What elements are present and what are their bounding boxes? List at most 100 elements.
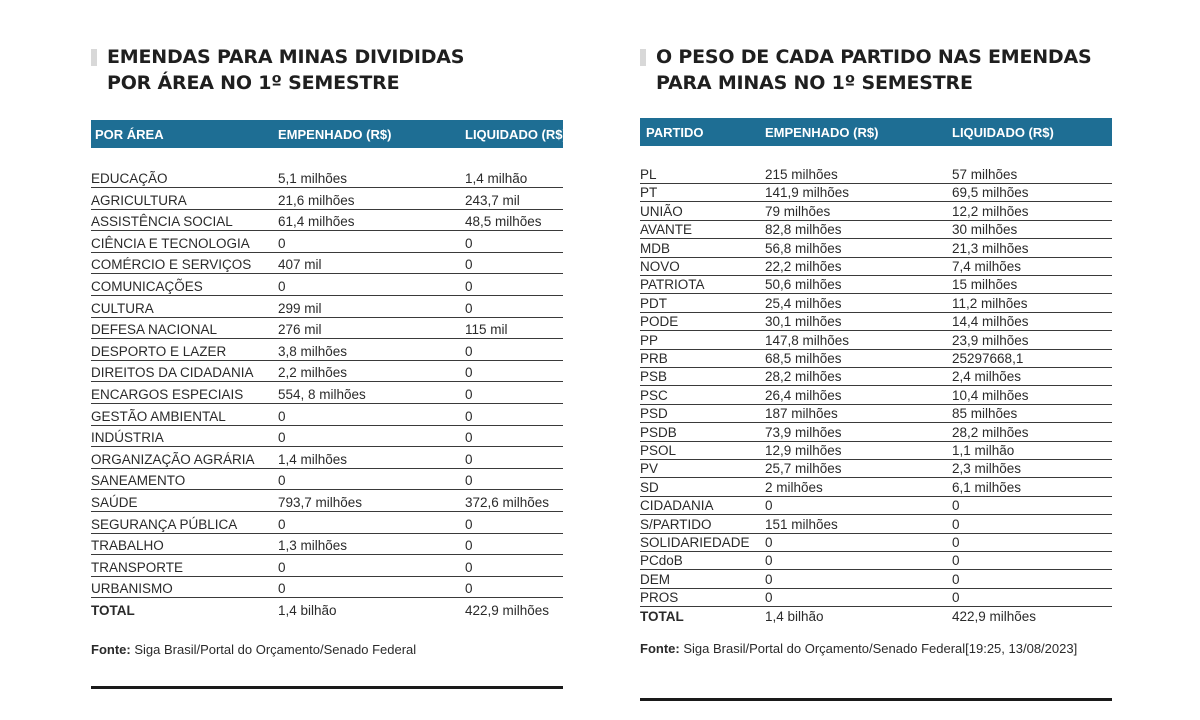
column-header: EMPENHADO (R$) <box>278 127 392 142</box>
bottom-rule <box>640 697 1112 701</box>
row-label: PATRIOTA <box>640 277 705 293</box>
row-value: 28,2 milhões <box>952 424 1029 440</box>
table-row: PRB 68,5 milhões 25297668,1 <box>640 349 1112 368</box>
row-value: 0 <box>278 473 286 489</box>
row-label: SD <box>640 479 659 495</box>
row-value: 28,2 milhões <box>765 369 842 385</box>
row-value: 243,7 mil <box>465 192 520 208</box>
area-panel-title: EMENDAS PARA MINAS DIVIDIDAS POR ÁREA NO… <box>91 44 563 100</box>
table-row: PSC 26,4 milhões 10,4 milhões <box>640 385 1112 405</box>
table-row: PSOL 12,9 milhões 1,1 milhão <box>640 441 1112 460</box>
row-label: DEM <box>640 571 670 587</box>
party-title-line2: PARA MINAS NO 1º SEMESTRE <box>656 72 973 94</box>
table-row: SD 2 milhões 6,1 milhões <box>640 477 1112 497</box>
table-row: PL 215 milhões 57 milhões <box>640 165 1112 184</box>
table-row: ENCARGOS ESPECIAIS 554, 8 milhões 0 <box>91 381 563 404</box>
row-label: URBANISMO <box>91 581 173 597</box>
row-value: 0 <box>952 571 960 587</box>
row-value: 372,6 milhões <box>465 494 550 510</box>
source-note: Fonte: Siga Brasil/Portal do Orçamento/S… <box>91 642 416 657</box>
row-value: 115 mil <box>465 322 508 338</box>
source-label: Fonte: <box>91 642 131 657</box>
row-value: 0 <box>465 386 473 402</box>
row-label: COMÉRCIO E SERVIÇOS <box>91 257 252 273</box>
row-label: PSB <box>640 369 668 385</box>
row-value: 0 <box>765 498 773 514</box>
row-label: SEGURANÇA PÚBLICA <box>91 516 238 532</box>
row-label: PV <box>640 461 659 477</box>
row-value: 79 milhões <box>765 203 831 219</box>
row-value: 0 <box>278 408 286 424</box>
row-value: 73,9 milhões <box>765 424 842 440</box>
party-panel-title: O PESO DE CADA PARTIDO NAS EMENDAS PARA … <box>640 44 1112 100</box>
column-header: POR ÁREA <box>95 127 164 142</box>
source-note: Fonte: Siga Brasil/Portal do Orçamento/S… <box>640 641 1077 656</box>
row-label: PROS <box>640 590 679 606</box>
row-value: 6,1 milhões <box>952 479 1022 495</box>
row-label: COMUNICAÇÕES <box>91 278 203 294</box>
row-label: PT <box>640 185 658 201</box>
row-value: 56,8 milhões <box>765 240 842 256</box>
total-label: TOTAL <box>640 608 684 624</box>
row-value: 147,8 milhões <box>765 332 850 348</box>
row-value: 2 milhões <box>765 479 823 495</box>
row-label: ORGANIZAÇÃO AGRÁRIA <box>91 451 255 467</box>
source-text: Siga Brasil/Portal do Orçamento/Senado F… <box>679 640 1078 656</box>
row-value: 0 <box>465 581 473 597</box>
table-row: URBANISMO 0 0 <box>91 576 563 599</box>
row-value: 0 <box>765 534 773 550</box>
row-label: PCdoB <box>640 553 683 569</box>
table-row: CULTURA 299 mil 0 <box>91 295 563 318</box>
table-row: PROS 0 0 <box>640 588 1112 608</box>
row-label: PODE <box>640 314 679 330</box>
row-value: 10,4 milhões <box>952 387 1029 403</box>
area-panel: EMENDAS PARA MINAS DIVIDIDAS POR ÁREA NO… <box>91 44 567 689</box>
row-value: 0 <box>278 278 286 294</box>
row-value: 12,2 milhões <box>952 203 1029 219</box>
row-value: 50,6 milhões <box>765 277 842 293</box>
table-row: PT 141,9 milhões 69,5 milhões <box>640 183 1112 203</box>
table-row: PODE 30,1 milhões 14,4 milhões <box>640 312 1112 332</box>
row-value: 21,3 milhões <box>952 240 1029 256</box>
table-row: ORGANIZAÇÃO AGRÁRIA 1,4 milhões 0 <box>91 446 563 469</box>
table-row: PV 25,7 milhões 2,3 milhões <box>640 459 1112 479</box>
row-value: 11,2 milhões <box>952 295 1028 311</box>
row-value: 141,9 milhões <box>765 185 850 201</box>
row-value: 1,1 milhão <box>952 442 1015 458</box>
row-label: PP <box>640 332 659 348</box>
table-row: DEFESA NACIONAL 276 mil 115 mil <box>91 317 563 340</box>
row-value: 0 <box>278 235 286 251</box>
row-label: MDB <box>640 240 670 256</box>
row-label: ASSISTÊNCIA SOCIAL <box>91 214 233 230</box>
row-label: GESTÃO AMBIENTAL <box>91 408 226 424</box>
row-value: 0 <box>465 430 473 446</box>
row-value: 0 <box>952 498 960 514</box>
title-accent-bar <box>640 49 646 66</box>
row-label: PSOL <box>640 442 677 458</box>
total-row: TOTAL 1,4 bilhão 422,9 milhões <box>640 606 1112 624</box>
table-row: DEM 0 0 <box>640 569 1112 589</box>
row-value: 0 <box>465 300 473 316</box>
table-row: DIREITOS DA CIDADANIA 2,2 milhões 0 <box>91 360 563 383</box>
row-value: 57 milhões <box>952 166 1018 182</box>
row-value: 2,4 milhões <box>952 369 1022 385</box>
row-value: 5,1 milhões <box>278 170 348 186</box>
row-value: 23,9 milhões <box>952 332 1029 348</box>
row-label: PRB <box>640 350 668 366</box>
row-label: DIREITOS DA CIDADANIA <box>91 365 254 381</box>
row-label: NOVO <box>640 258 680 274</box>
row-value: 0 <box>465 257 473 273</box>
row-value: 25297668,1 <box>952 350 1024 366</box>
table-row: PATRIOTA 50,6 milhões 15 milhões <box>640 275 1112 295</box>
row-value: 85 milhões <box>952 406 1018 422</box>
table-row: SANEAMENTO 0 0 <box>91 468 563 491</box>
row-value: 14,4 milhões <box>952 314 1029 330</box>
row-label: CIÊNCIA E TECNOLOGIA <box>91 235 250 251</box>
row-value: 0 <box>952 534 960 550</box>
row-value: 48,5 milhões <box>465 214 542 230</box>
table-row: SAÚDE 793,7 milhões 372,6 milhões <box>91 489 563 512</box>
row-value: 25,4 milhões <box>765 295 842 311</box>
row-value: 61,4 milhões <box>278 214 355 230</box>
row-label: AVANTE <box>640 222 693 238</box>
row-value: 1,4 milhões <box>278 451 348 467</box>
